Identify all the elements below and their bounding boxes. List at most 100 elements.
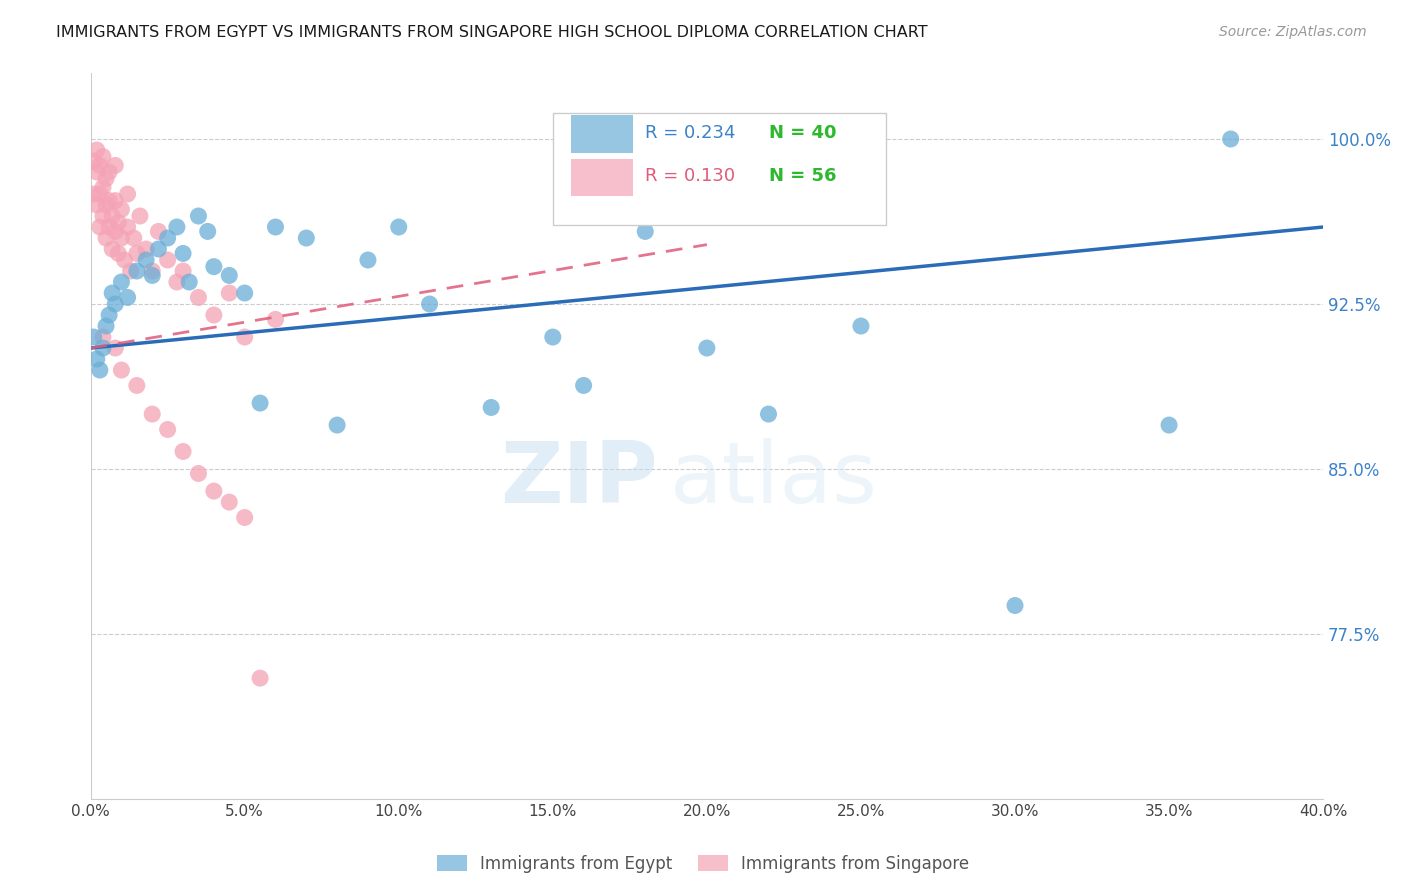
Point <box>187 290 209 304</box>
Point <box>86 143 108 157</box>
Point <box>202 484 225 499</box>
Point <box>98 220 121 235</box>
Point <box>156 231 179 245</box>
Point <box>148 242 170 256</box>
Point <box>94 319 117 334</box>
FancyBboxPatch shape <box>571 159 633 196</box>
Point <box>179 275 201 289</box>
Point <box>141 264 163 278</box>
Point <box>101 242 124 256</box>
Point <box>104 224 127 238</box>
Point <box>91 180 114 194</box>
Point <box>233 510 256 524</box>
Point <box>89 220 111 235</box>
Text: atlas: atlas <box>669 438 877 521</box>
Point <box>117 220 139 235</box>
Point <box>357 253 380 268</box>
Point <box>91 330 114 344</box>
Point <box>141 407 163 421</box>
Point <box>388 220 411 235</box>
Point <box>166 220 188 235</box>
Text: N = 40: N = 40 <box>769 123 837 142</box>
Point <box>1004 599 1026 613</box>
Point <box>101 209 124 223</box>
Text: Source: ZipAtlas.com: Source: ZipAtlas.com <box>1219 25 1367 39</box>
Point <box>218 495 240 509</box>
Point <box>125 378 148 392</box>
Point <box>264 220 287 235</box>
Point <box>541 330 564 344</box>
Point <box>110 202 132 217</box>
Point <box>98 308 121 322</box>
Point <box>129 209 152 223</box>
Legend: Immigrants from Egypt, Immigrants from Singapore: Immigrants from Egypt, Immigrants from S… <box>430 848 976 880</box>
Point <box>572 378 595 392</box>
Point <box>233 330 256 344</box>
Point <box>141 268 163 283</box>
Text: IMMIGRANTS FROM EGYPT VS IMMIGRANTS FROM SINGAPORE HIGH SCHOOL DIPLOMA CORRELATI: IMMIGRANTS FROM EGYPT VS IMMIGRANTS FROM… <box>56 25 928 40</box>
Point <box>117 186 139 201</box>
Point <box>86 165 108 179</box>
Point <box>120 264 142 278</box>
Point <box>89 363 111 377</box>
Point <box>94 198 117 212</box>
Point <box>110 275 132 289</box>
Point <box>156 253 179 268</box>
Point <box>125 246 148 260</box>
Point <box>156 422 179 436</box>
Point <box>218 286 240 301</box>
Point <box>1157 418 1180 433</box>
Point <box>98 165 121 179</box>
Point <box>104 297 127 311</box>
Text: ZIP: ZIP <box>499 438 658 521</box>
Point <box>148 224 170 238</box>
Point <box>479 401 502 415</box>
Point <box>135 253 157 268</box>
Point <box>202 260 225 274</box>
Point <box>758 407 780 421</box>
Point <box>295 231 318 245</box>
Point <box>104 194 127 208</box>
Point <box>125 264 148 278</box>
Point <box>104 158 127 172</box>
Point <box>135 242 157 256</box>
Point <box>91 150 114 164</box>
Point <box>110 231 132 245</box>
Point <box>107 216 129 230</box>
Text: N = 56: N = 56 <box>769 167 837 186</box>
Point <box>166 275 188 289</box>
Point <box>91 209 114 223</box>
Point <box>83 153 105 168</box>
Text: R = 0.234: R = 0.234 <box>645 123 735 142</box>
Point <box>86 198 108 212</box>
Point <box>172 246 194 260</box>
Point <box>83 186 105 201</box>
Point <box>86 352 108 367</box>
Point <box>187 467 209 481</box>
Point <box>89 186 111 201</box>
Point <box>249 396 271 410</box>
Point <box>98 194 121 208</box>
Point <box>91 341 114 355</box>
Point <box>849 319 872 334</box>
Point <box>172 264 194 278</box>
Point <box>249 671 271 685</box>
Point <box>89 158 111 172</box>
Text: R = 0.130: R = 0.130 <box>645 167 735 186</box>
Point <box>110 363 132 377</box>
Point <box>187 209 209 223</box>
Point <box>101 286 124 301</box>
Point <box>172 444 194 458</box>
FancyBboxPatch shape <box>553 113 886 226</box>
Point <box>218 268 240 283</box>
Point <box>94 231 117 245</box>
Point <box>1219 132 1241 146</box>
Point <box>122 231 145 245</box>
Point <box>264 312 287 326</box>
Point <box>94 171 117 186</box>
Point <box>107 246 129 260</box>
Point <box>197 224 219 238</box>
Point <box>696 341 718 355</box>
Point <box>233 286 256 301</box>
Point <box>326 418 349 433</box>
